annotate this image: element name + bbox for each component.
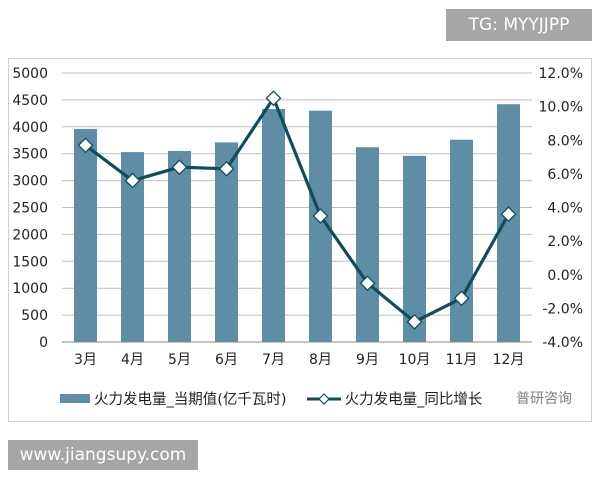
left-tick-label: 4500: [12, 93, 48, 109]
line-marker: [453, 290, 470, 307]
right-tick-label: 6.0%: [547, 167, 583, 183]
legend-bar-swatch: [60, 394, 90, 403]
line-marker: [124, 172, 141, 189]
line-marker: [171, 159, 188, 176]
line-marker: [312, 207, 329, 224]
bar: [356, 147, 379, 342]
left-tick-label: 2000: [12, 227, 48, 243]
x-tick-label: 10月: [399, 352, 431, 368]
right-tick-label: 12.0%: [539, 66, 583, 82]
left-tick-label: 1500: [12, 254, 48, 270]
top-badge: TG: MYYJJPP: [446, 9, 592, 41]
watermark: 普研咨询: [516, 388, 572, 408]
x-tick-label: 12月: [493, 352, 525, 368]
x-tick-label: 4月: [121, 352, 144, 368]
left-tick-label: 1000: [12, 281, 48, 297]
bar: [121, 152, 144, 342]
right-tick-label: -4.0%: [542, 335, 583, 351]
left-tick-label: 3000: [12, 174, 48, 190]
bar: [215, 142, 238, 342]
x-tick-label: 9月: [356, 352, 379, 368]
right-tick-label: 10.0%: [539, 100, 583, 116]
bar: [403, 155, 426, 342]
left-tick-label: 500: [21, 308, 48, 324]
left-tick-label: 3500: [12, 147, 48, 163]
x-tick-label: 5月: [168, 352, 191, 368]
x-tick-label: 11月: [446, 352, 478, 368]
line-marker: [500, 206, 517, 223]
line-marker: [406, 313, 423, 330]
bar: [74, 128, 97, 342]
line-marker: [218, 160, 235, 177]
left-tick-label: 4000: [12, 120, 48, 136]
bar: [450, 139, 473, 342]
x-tick-label: 7月: [262, 352, 285, 368]
line-marker: [265, 90, 282, 107]
line-marker: [77, 137, 94, 154]
right-tick-label: 8.0%: [547, 133, 583, 149]
legend-line-swatch: [306, 392, 341, 405]
bar: [309, 110, 332, 342]
legend: 火力发电量_当期值(亿千瓦时) 火力发电量_同比增长: [60, 388, 482, 409]
x-tick-label: 6月: [215, 352, 238, 368]
right-tick-label: 0.0%: [547, 268, 583, 284]
left-tick-label: 2500: [12, 201, 48, 217]
left-tick-label: 5000: [12, 66, 48, 82]
right-tick-label: -2.0%: [542, 301, 583, 317]
x-tick-label: 3月: [74, 352, 97, 368]
legend-line-label: 火力发电量_同比增长: [344, 392, 483, 408]
line-marker: [359, 275, 376, 292]
chart-frame: [8, 58, 592, 422]
x-tick-label: 8月: [309, 352, 332, 368]
legend-bar-label: 火力发电量_当期值(亿千瓦时): [94, 392, 287, 408]
growth-line: [84, 96, 510, 324]
site-footer: www.jiangsupy.com: [8, 440, 198, 470]
left-tick-label: 0: [39, 335, 48, 351]
right-tick-label: 4.0%: [547, 201, 583, 217]
bar: [497, 104, 520, 342]
right-tick-label: 2.0%: [547, 234, 583, 250]
bar: [168, 151, 191, 342]
bar: [262, 109, 285, 343]
